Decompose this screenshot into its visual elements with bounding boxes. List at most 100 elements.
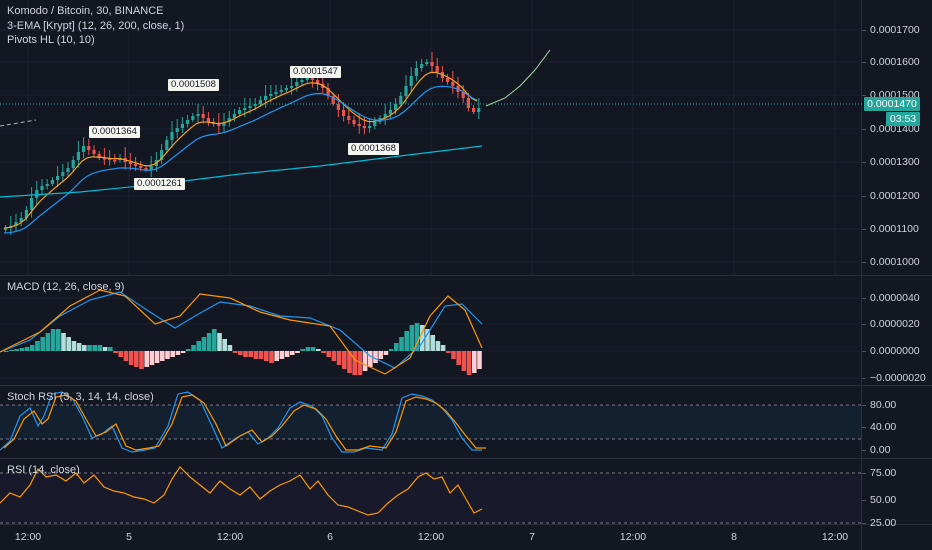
pivot-high-label: 0.0001508 [168,79,219,91]
price-axis[interactable]: 0.0001700 0.0001600 0.0001500 0.0001400 … [862,0,932,275]
candle-body [82,146,86,152]
stoch-tick: 0.00 [870,444,891,456]
candle-body [295,82,299,86]
candle-body [290,86,294,88]
symbol-title[interactable]: Komodo / Bitcoin, 30, BINANCE [7,5,164,17]
candle-body [149,166,153,170]
candle-body [352,120,356,124]
time-tick: 5 [126,531,132,543]
candle-body [342,110,346,116]
macd-histogram-bar [160,351,165,361]
price-tick: 0.0001400 [870,123,920,135]
candle-countdown-badge: 03:53 [886,112,920,126]
candle-body [186,120,190,124]
macd-histogram-bar [321,351,326,353]
rsi-axis[interactable]: 75.00 50.00 25.00 [862,459,932,529]
candle-body [222,122,226,126]
macd-histogram-bar [175,351,181,355]
macd-histogram-bar [466,351,472,375]
candle-body [430,62,434,66]
candle-body [191,116,195,120]
candle-body [87,146,91,150]
candle-body [368,126,372,128]
stoch-rsi-indicator-label[interactable]: Stoch RSI (3, 3, 14, 14, close) [7,391,154,403]
macd-histogram-bar [420,325,425,351]
price-pane[interactable]: Komodo / Bitcoin, 30, BINANCE 3-EMA [Kry… [0,0,862,275]
rsi-chart[interactable] [0,459,862,524]
stoch-rsi-chart[interactable] [0,386,862,458]
candle-body [466,98,470,108]
candle-body [472,108,476,112]
macd-histogram-bar [290,351,295,355]
pane-separator-stoch[interactable] [0,385,932,386]
ema-indicator-label[interactable]: 3-EMA [Krypt] (12, 26, 200, close, 1) [7,20,185,32]
stoch-rsi-axis[interactable]: 80.00 40.00 0.00 [862,386,932,458]
macd-histogram-bar [123,351,129,361]
candle-body [243,108,247,110]
price-tick: 0.0001000 [870,256,920,268]
candle-body [196,114,200,116]
macd-histogram-bar [336,351,342,365]
macd-histogram-bar [352,351,357,375]
macd-histogram-bar [300,349,305,351]
macd-histogram-bar [118,351,123,357]
macd-histogram-bar [232,351,238,353]
candle-body [66,168,70,172]
macd-histogram-bar [186,349,191,351]
macd-histogram-bar [326,351,331,357]
ema-slow-line [0,145,483,198]
macd-histogram-bar [24,347,30,351]
macd-histogram-bar [362,351,368,371]
candle-body [383,114,387,118]
ema-mid-line [3,85,478,234]
candle-body [206,118,210,122]
candle-body [232,114,236,118]
rsi-line [0,466,483,516]
pivot-low-label: 0.0001261 [134,178,185,190]
candle-body [134,164,138,166]
macd-histogram-bar [217,333,222,351]
time-axis-border [0,524,932,525]
candle-body [61,172,65,176]
candle-body [414,68,418,76]
macd-histogram-bar [347,351,352,373]
pane-separator-macd[interactable] [0,275,932,276]
candle-body [113,160,117,162]
rsi-tick: 50.00 [870,494,897,506]
pane-separator-rsi[interactable] [0,458,932,459]
macd-histogram-bar [316,349,321,351]
candle-body [388,110,392,114]
candle-body [40,186,44,190]
time-tick: 12:00 [619,531,647,543]
macd-histogram-bar [451,351,456,359]
overbought-band [0,405,862,439]
pivots-indicator-label[interactable]: Pivots HL (10, 10) [7,34,95,46]
time-tick: 6 [327,531,333,543]
macd-axis[interactable]: 0.0000040 0.0000020 0.0000000 −0.0000020 [862,276,932,385]
macd-indicator-label[interactable]: MACD (12, 26, close, 9) [7,281,125,293]
macd-histogram-bar [87,345,92,351]
stoch-rsi-pane[interactable]: Stoch RSI (3, 3, 14, 14, close) [0,386,862,458]
macd-histogram-bar [66,337,71,351]
candle-body [477,108,481,112]
macd-pane[interactable]: MACD (12, 26, close, 9) [0,276,862,385]
macd-histogram-bar [227,345,233,351]
price-tick: 0.0001600 [870,56,920,68]
macd-histogram-bar [248,351,253,357]
rsi-indicator-label[interactable]: RSI (14, close) [7,464,80,476]
candle-body [14,222,18,226]
candle-body [310,78,314,80]
macd-histogram-bar [128,351,134,365]
macd-chart[interactable] [0,276,862,385]
candle-body [274,92,278,94]
macd-histogram-bar [295,351,300,353]
time-tick: 8 [731,531,737,543]
candle-body [128,162,132,164]
candle-body [279,90,283,92]
macd-histogram-bar [201,337,207,351]
macd-histogram-bar [368,351,373,367]
rsi-pane[interactable]: RSI (14, close) [0,459,862,524]
macd-histogram-bar [102,347,108,351]
candle-body [362,126,366,128]
candle-body [217,124,221,126]
